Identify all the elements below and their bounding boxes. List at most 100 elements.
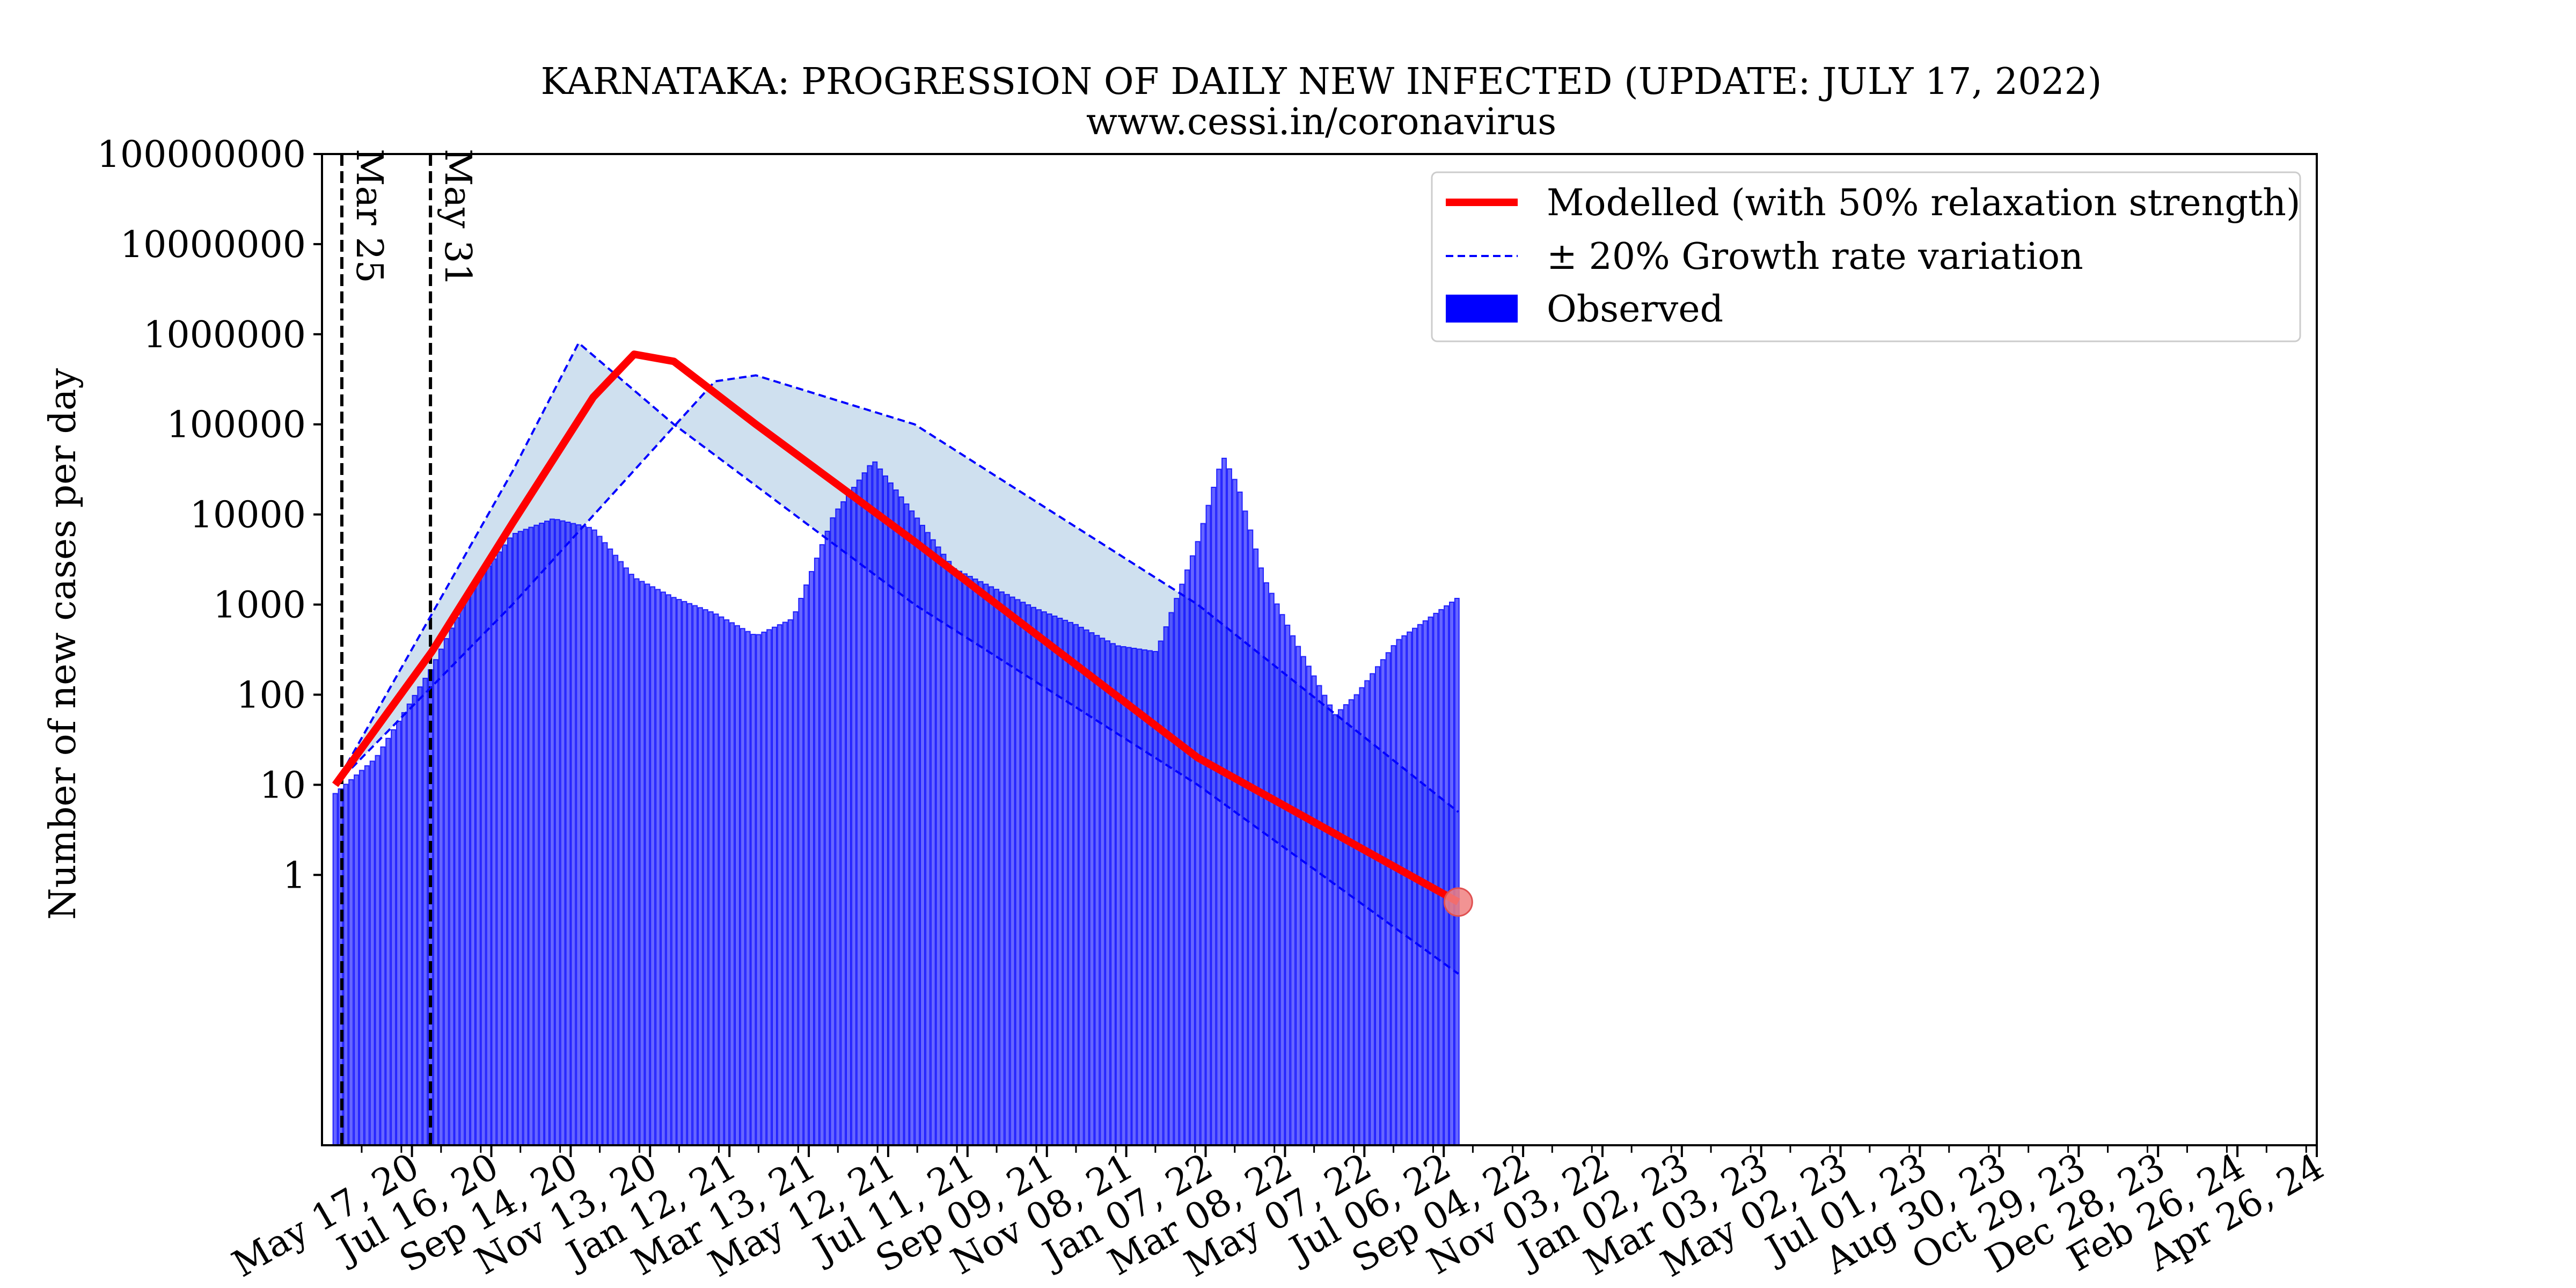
observed-bar: [941, 553, 947, 1146]
observed-bar: [486, 565, 492, 1146]
observed-bar: [1168, 612, 1174, 1146]
observed-bar: [385, 737, 391, 1146]
observed-bar: [1200, 523, 1206, 1146]
observed-bar: [766, 629, 772, 1146]
observed-bar: [1327, 704, 1333, 1146]
observed-bar: [1248, 529, 1254, 1146]
observed-bar: [1216, 469, 1222, 1146]
observed-bar: [1015, 599, 1021, 1146]
observed-bar: [1337, 709, 1343, 1146]
observed-bar: [1179, 583, 1185, 1146]
observed-bar: [1449, 602, 1454, 1146]
observed-bar: [1269, 592, 1275, 1146]
observed-bar: [1333, 714, 1338, 1146]
observed-bar: [1311, 675, 1317, 1146]
observed-bar: [809, 571, 814, 1146]
observed-bar: [750, 634, 756, 1146]
observed-bar: [888, 482, 894, 1146]
observed-bar: [1110, 643, 1116, 1146]
observed-bar: [1163, 626, 1169, 1146]
observed-bar: [560, 520, 566, 1146]
observed-bar: [507, 537, 513, 1146]
growth-upper-line: [334, 374, 1459, 813]
observed-bar: [740, 628, 745, 1146]
observed-bar: [354, 774, 360, 1146]
observed-bar: [846, 494, 851, 1146]
y-tick-label: 100000: [166, 404, 306, 447]
observed-bar: [671, 597, 677, 1146]
legend-group: Modelled (with 50% relaxation strength) ±…: [1431, 171, 2301, 342]
observed-bar: [989, 586, 994, 1146]
observed-bar: [687, 603, 693, 1146]
current-point-marker: [1443, 887, 1473, 917]
y-tick-label: 1: [283, 854, 306, 897]
observed-bar: [978, 581, 984, 1146]
observed-bar: [883, 475, 888, 1146]
observed-bar: [1274, 603, 1280, 1146]
observed-bar: [1137, 648, 1143, 1146]
observed-bar: [719, 616, 724, 1146]
observed-bar: [1158, 640, 1163, 1146]
observed-bar: [1205, 504, 1211, 1146]
observed-bar: [1396, 639, 1402, 1146]
observed-bar: [613, 554, 619, 1146]
observed-bar: [676, 599, 682, 1146]
observed-bar: [1253, 548, 1259, 1146]
observed-bar: [735, 625, 740, 1146]
observed-bar: [1444, 605, 1450, 1146]
observed-bar: [533, 524, 539, 1146]
observed-bar: [708, 611, 714, 1146]
observed-bar: [1142, 649, 1148, 1146]
observed-bar: [957, 570, 963, 1146]
observed-bar: [1237, 491, 1243, 1146]
observed-bar: [433, 659, 438, 1146]
observed-bar: [623, 567, 629, 1146]
observed-bar: [1428, 616, 1433, 1146]
observed-bar: [1078, 626, 1084, 1146]
observed-bar: [332, 793, 338, 1146]
vertical-marker-group: Mar 25 May 31: [340, 149, 479, 1145]
y-axis-label: Number of new cases per day: [42, 368, 84, 919]
observed-bar: [343, 784, 349, 1146]
observed-bar: [713, 613, 719, 1146]
observed-bar: [544, 521, 550, 1146]
observed-bar: [1322, 694, 1328, 1146]
observed-bar: [877, 468, 883, 1146]
observed-bar: [528, 526, 534, 1146]
observed-bar: [348, 779, 354, 1146]
observed-bar: [935, 546, 941, 1146]
legend-box: [1431, 171, 2301, 342]
observed-bar: [1263, 582, 1269, 1146]
observed-bar: [1189, 555, 1195, 1146]
observed-bar: [914, 517, 920, 1146]
legend-swatch-observed: [1446, 295, 1518, 323]
observed-bar: [375, 755, 380, 1146]
observed-bar: [1073, 624, 1079, 1146]
observed-bar: [608, 548, 613, 1146]
observed-bar: [475, 579, 481, 1146]
observed-bar: [777, 624, 782, 1146]
observed-bar: [861, 472, 867, 1146]
observed-bar: [756, 634, 762, 1146]
observed-bar: [459, 606, 465, 1146]
observed-bar: [438, 648, 444, 1146]
observed-bar: [920, 524, 925, 1146]
observed-bar: [1063, 619, 1069, 1146]
plot-frame: [321, 153, 2318, 1146]
observed-bar: [554, 519, 560, 1146]
observed-bar: [523, 529, 529, 1146]
observed-bar: [1009, 596, 1015, 1146]
observed-bar: [549, 518, 555, 1146]
observed-bar: [1094, 635, 1100, 1146]
bar-group: [332, 457, 1460, 1146]
observed-bar: [1290, 635, 1296, 1146]
observed-bar: [665, 594, 671, 1146]
observed-bar: [702, 609, 708, 1146]
growth-lower-line: [334, 341, 1459, 975]
observed-bar: [729, 622, 735, 1146]
observed-bar: [565, 522, 571, 1146]
observed-bar: [692, 605, 698, 1146]
observed-bar: [512, 533, 518, 1146]
observed-bar: [1041, 611, 1047, 1146]
